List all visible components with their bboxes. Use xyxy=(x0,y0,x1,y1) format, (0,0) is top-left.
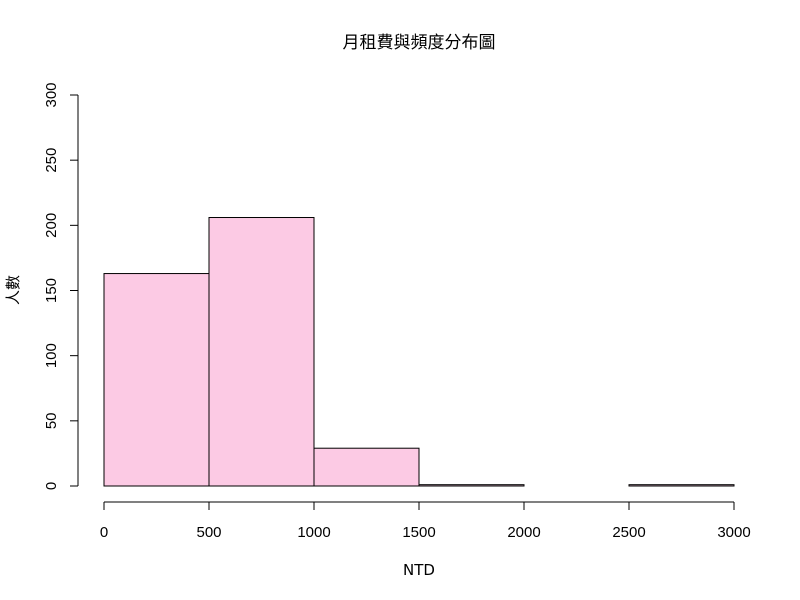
x-tick-label-1: 500 xyxy=(196,524,221,541)
x-tick-label-5: 2500 xyxy=(612,524,645,541)
x-tick-label-2: 1000 xyxy=(297,524,330,541)
histogram-bar-3 xyxy=(418,484,525,487)
y-tick-label-0: 0 xyxy=(43,482,60,490)
histogram-bar-2 xyxy=(313,447,420,487)
x-tick-label-3: 1500 xyxy=(402,524,435,541)
y-tick-label-4: 200 xyxy=(43,213,60,238)
histogram-bar-0 xyxy=(103,273,210,487)
x-tick-label-6: 3000 xyxy=(717,524,750,541)
histogram-bar-5 xyxy=(628,484,735,487)
y-axis-label: 人數 xyxy=(4,275,22,305)
y-tick-label-1: 50 xyxy=(43,412,60,429)
x-tick-label-4: 2000 xyxy=(507,524,540,541)
y-tick-label-2: 100 xyxy=(43,343,60,368)
x-tick-label-0: 0 xyxy=(100,524,108,541)
histogram-bar-1 xyxy=(208,217,315,487)
y-tick-label-5: 250 xyxy=(43,148,60,173)
x-axis: 0 500 1000 1500 2000 2500 3000 xyxy=(100,501,751,541)
bars-group xyxy=(103,217,735,487)
y-tick-label-3: 150 xyxy=(43,278,60,303)
chart-title: 月租費與頻度分布圖 xyxy=(343,33,496,53)
y-axis: 0 50 100 150 200 250 300 xyxy=(43,82,79,490)
y-tick-label-6: 300 xyxy=(43,82,60,107)
x-axis-label: NTD xyxy=(403,561,435,579)
